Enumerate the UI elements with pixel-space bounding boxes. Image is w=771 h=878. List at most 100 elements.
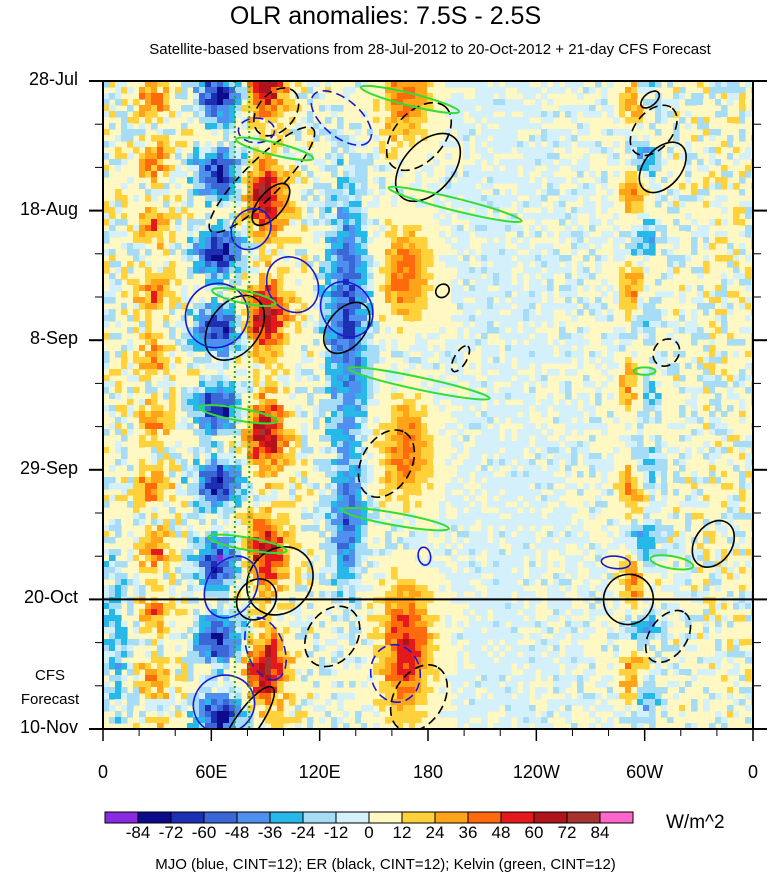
heatmap-cell bbox=[181, 93, 188, 100]
heatmap-cell bbox=[265, 453, 272, 460]
heatmap-cell bbox=[421, 423, 428, 430]
heatmap-cell bbox=[133, 147, 140, 154]
heatmap-cell bbox=[751, 255, 753, 262]
heatmap-cell bbox=[397, 417, 404, 424]
heatmap-cell bbox=[277, 351, 284, 358]
heatmap-cell bbox=[331, 291, 338, 298]
heatmap-cell bbox=[139, 297, 146, 304]
heatmap-cell bbox=[157, 483, 164, 490]
heatmap-cell bbox=[403, 255, 410, 262]
heatmap-cell bbox=[361, 255, 368, 262]
heatmap-cell bbox=[685, 171, 692, 178]
heatmap-cell bbox=[253, 441, 260, 448]
heatmap-cell bbox=[391, 447, 398, 454]
heatmap-cell bbox=[361, 213, 368, 220]
heatmap-cell bbox=[211, 453, 218, 460]
heatmap-cell bbox=[349, 273, 356, 280]
heatmap-cell bbox=[289, 165, 296, 172]
heatmap-cell bbox=[535, 297, 542, 304]
heatmap-cell bbox=[427, 171, 434, 178]
heatmap-cell bbox=[667, 201, 674, 208]
heatmap-cell bbox=[547, 171, 554, 178]
heatmap-cell bbox=[493, 405, 500, 412]
heatmap-cell bbox=[433, 195, 440, 202]
heatmap-cell bbox=[517, 105, 524, 112]
heatmap-cell bbox=[397, 261, 404, 268]
heatmap-cell bbox=[277, 273, 284, 280]
heatmap-cell bbox=[391, 339, 398, 346]
heatmap-cell bbox=[589, 237, 596, 244]
heatmap-cell bbox=[739, 237, 746, 244]
heatmap-cell bbox=[445, 369, 452, 376]
heatmap-cell bbox=[403, 309, 410, 316]
heatmap-cell bbox=[421, 273, 428, 280]
heatmap-cell bbox=[505, 225, 512, 232]
heatmap-cell bbox=[649, 327, 656, 334]
heatmap-cell bbox=[187, 117, 194, 124]
heatmap-cell bbox=[247, 441, 254, 448]
heatmap-cell bbox=[139, 291, 146, 298]
heatmap-cell bbox=[679, 351, 686, 358]
heatmap-cell bbox=[157, 231, 164, 238]
heatmap-cell bbox=[331, 309, 338, 316]
heatmap-cell bbox=[577, 123, 584, 130]
heatmap-cell bbox=[229, 411, 236, 418]
heatmap-cell bbox=[463, 105, 470, 112]
heatmap-cell bbox=[223, 105, 230, 112]
heatmap-cell bbox=[169, 123, 176, 130]
heatmap-cell bbox=[673, 381, 680, 388]
heatmap-cell bbox=[271, 147, 278, 154]
heatmap-cell bbox=[619, 213, 626, 220]
heatmap-cell bbox=[217, 387, 224, 394]
heatmap-cell bbox=[157, 279, 164, 286]
heatmap-cell bbox=[511, 195, 518, 202]
heatmap-cell bbox=[571, 333, 578, 340]
heatmap-cell bbox=[229, 135, 236, 142]
heatmap-cell bbox=[271, 195, 278, 202]
heatmap-cell bbox=[151, 279, 158, 286]
heatmap-cell bbox=[211, 177, 218, 184]
heatmap-cell bbox=[523, 357, 530, 364]
heatmap-cell bbox=[169, 381, 176, 388]
heatmap-cell bbox=[379, 129, 386, 136]
heatmap-cell bbox=[133, 315, 140, 322]
heatmap-cell bbox=[415, 429, 422, 436]
heatmap-cell bbox=[685, 111, 692, 118]
heatmap-cell bbox=[649, 159, 656, 166]
heatmap-cell bbox=[151, 477, 158, 484]
heatmap-cell bbox=[409, 441, 416, 448]
heatmap-cell bbox=[187, 471, 194, 478]
heatmap-cell bbox=[313, 495, 320, 502]
heatmap-cell bbox=[595, 453, 602, 460]
heatmap-cell bbox=[655, 321, 662, 328]
heatmap-cell bbox=[349, 291, 356, 298]
heatmap-cell bbox=[241, 195, 248, 202]
heatmap-cell bbox=[427, 471, 434, 478]
heatmap-cell bbox=[649, 405, 656, 412]
heatmap-cell bbox=[247, 321, 254, 328]
heatmap-cell bbox=[697, 159, 704, 166]
heatmap-cell bbox=[751, 483, 753, 490]
heatmap-cell bbox=[721, 279, 728, 286]
heatmap-cell bbox=[709, 387, 716, 394]
heatmap-cell bbox=[169, 309, 176, 316]
heatmap-cell bbox=[229, 483, 236, 490]
heatmap-cell bbox=[727, 459, 734, 466]
heatmap-cell bbox=[163, 453, 170, 460]
heatmap-cell bbox=[463, 99, 470, 106]
heatmap-cell bbox=[577, 279, 584, 286]
heatmap-cell bbox=[679, 477, 686, 484]
heatmap-cell bbox=[643, 255, 650, 262]
heatmap-cell bbox=[337, 297, 344, 304]
heatmap-cell bbox=[403, 87, 410, 94]
heatmap-cell bbox=[319, 129, 326, 136]
heatmap-cell bbox=[229, 159, 236, 166]
heatmap-cell bbox=[295, 207, 302, 214]
heatmap-cell bbox=[115, 495, 122, 502]
heatmap-cell bbox=[685, 399, 692, 406]
heatmap-cell bbox=[223, 477, 230, 484]
heatmap-cell bbox=[559, 399, 566, 406]
heatmap-cell bbox=[217, 267, 224, 274]
heatmap-cell bbox=[643, 153, 650, 160]
heatmap-cell bbox=[469, 267, 476, 274]
